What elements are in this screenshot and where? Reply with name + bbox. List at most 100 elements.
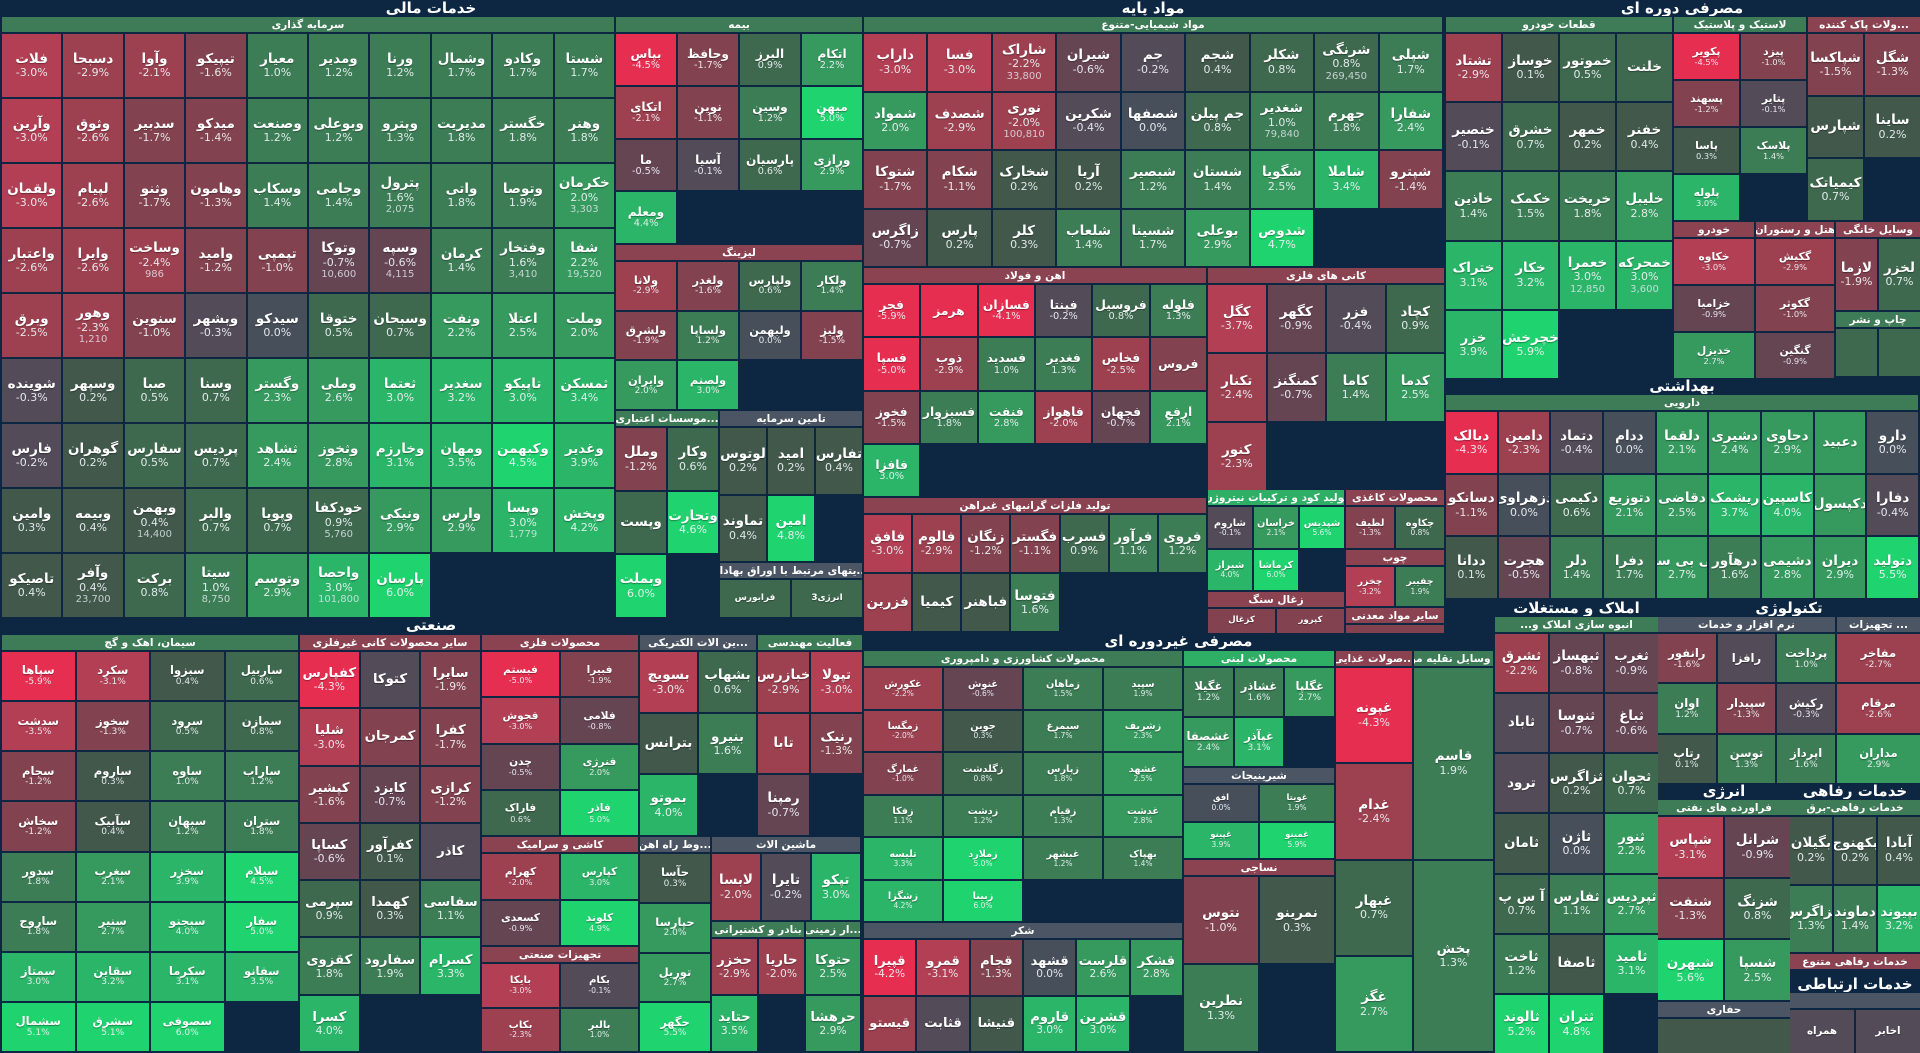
stock-tile[interactable]: بالبر 1.0% [561,1008,638,1051]
stock-tile[interactable]: قشرین 3.0% [1077,996,1129,1051]
stock-tile[interactable]: قثابت [917,996,969,1051]
stock-tile[interactable]: قپیرا -4.2% [864,940,916,995]
stock-tile[interactable]: کقزوی 1.8% [300,938,359,994]
stock-tile[interactable]: بپیوند 3.2% [1878,885,1920,952]
stock-tile[interactable]: کزغال [1208,609,1275,633]
stock-tile[interactable]: خکرمان 2.0% 3,303 [554,164,614,227]
stock-tile[interactable]: خنصیر -0.1% [1446,103,1501,171]
stock-tile[interactable]: سفاسی 1.1% [421,881,480,937]
stock-tile[interactable]: شرانل -0.9% [1725,817,1790,877]
stock-tile[interactable]: بهپاک 1.4% [1104,838,1182,879]
stock-tile[interactable]: وآفر 0.4% 23,700 [63,554,123,617]
stock-tile[interactable]: چکاوه 0.8% [1396,507,1444,548]
stock-tile[interactable]: بکام -0.1% [561,964,638,1007]
stock-tile[interactable]: تفارس 0.4% [816,428,862,494]
stock-tile[interactable]: حتوکا 2.5% [806,939,860,994]
stock-tile[interactable]: فجوش -3.0% [482,698,559,743]
stock-tile[interactable]: غپینو 3.9% [1184,822,1258,858]
stock-tile[interactable]: دبالک -4.3% [1446,412,1497,473]
stock-tile[interactable]: کفپارس -4.3% [300,652,359,708]
stock-tile[interactable]: سصوفی 6.0% [151,1002,224,1051]
stock-tile[interactable]: سمتاز 3.0% [2,952,75,1001]
stock-tile[interactable]: وشمال 1.7% [431,34,492,97]
stock-tile[interactable]: شسینا 1.7% [1121,209,1185,266]
stock-tile[interactable]: دتولید 5.5% [1867,537,1918,598]
stock-tile[interactable]: تابا [758,713,809,774]
stock-tile[interactable]: کسرام 3.3% [421,938,480,994]
stock-tile[interactable]: ولغدر -1.6% [678,262,738,310]
stock-tile[interactable]: سشرق 5.1% [76,1002,149,1051]
stock-tile[interactable]: غبشهر 1.2% [1024,838,1102,879]
stock-tile[interactable]: کگل -3.7% [1208,285,1266,352]
stock-tile[interactable]: دشیری 2.4% [1709,412,1760,473]
stock-tile[interactable]: خمحرکه 3.0% 3,600 [1617,241,1672,309]
stock-tile[interactable]: سقاین 3.2% [76,952,149,1001]
stock-tile[interactable]: کمنگنز -0.7% [1267,354,1325,421]
stock-tile[interactable]: وسنا 0.7% [186,359,246,422]
stock-tile[interactable]: ثامان [1495,814,1548,873]
stock-tile[interactable]: وبرق -2.5% [2,294,62,357]
stock-tile[interactable]: آسیا -0.1% [678,139,738,191]
stock-tile[interactable]: شبصیر 1.2% [1121,151,1185,208]
stock-tile[interactable]: شیران -0.6% [1057,34,1120,91]
stock-tile[interactable]: حاریا -2.0% [759,939,804,994]
stock-tile[interactable]: کتوکا [360,652,420,708]
stock-tile[interactable]: سرود 0.5% [151,702,224,751]
stock-tile[interactable]: خگستر 1.8% [493,99,553,162]
stock-tile[interactable]: ورازی 2.9% [802,139,862,191]
stock-tile[interactable]: حرهشا 2.9% [806,996,860,1051]
stock-tile[interactable]: فافزا 3.0% [864,444,920,496]
stock-tile[interactable]: شکلر 0.8% [1250,34,1314,91]
stock-tile[interactable]: البرز 0.9% [740,34,800,85]
stock-tile[interactable]: شوینده -0.3% [2,359,62,422]
stock-tile[interactable]: خکار 3.2% [1503,241,1558,309]
stock-tile[interactable]: سیتا 1.0% 8,750 [186,554,246,617]
stock-tile[interactable]: ساراب 1.2% [225,752,298,801]
stock-tile[interactable]: ومهان 3.5% [431,424,492,487]
stock-tile[interactable]: ولساپا 1.2% [678,311,738,360]
stock-tile[interactable]: وملل -1.2% [616,428,666,490]
stock-tile[interactable]: قلرست 2.6% [1077,940,1129,995]
stock-tile[interactable]: کفرا -1.7% [421,709,480,765]
stock-tile[interactable]: ثاصفا [1550,934,1603,993]
stock-tile[interactable]: خمهر 0.2% [1560,103,1615,171]
stock-tile[interactable]: ختراک 3.1% [1446,241,1501,309]
stock-tile[interactable]: وهور -2.3% 1,210 [63,294,123,357]
stock-tile[interactable]: خموتور 0.5% [1560,34,1615,102]
stock-tile[interactable]: فنرژی 2.0% [561,744,638,789]
stock-tile[interactable]: فخاس -2.5% [1093,338,1149,390]
stock-tile[interactable]: زشریف 2.3% [1104,710,1182,751]
stock-tile[interactable]: رتاپ 0.1% [1658,734,1716,783]
stock-tile[interactable]: وکادو 1.7% [493,34,553,97]
stock-tile[interactable]: وکار 0.6% [668,428,718,490]
stock-tile[interactable]: ثپردیس 2.7% [1605,874,1658,933]
stock-tile[interactable]: خعمرا 3.0% 12,850 [1560,241,1615,309]
stock-tile[interactable]: لوتوس 0.2% [720,428,766,494]
stock-tile[interactable]: تشتاد -2.9% [1446,34,1501,102]
stock-tile[interactable]: دعبید [1814,412,1866,473]
stock-tile[interactable]: کپارس 3.0% [561,854,638,899]
stock-tile[interactable]: سپیدار -1.3% [1717,684,1776,733]
stock-tile[interactable]: قجام -1.3% [970,940,1022,995]
stock-tile[interactable]: غنوش -0.6% [944,668,1022,709]
stock-tile[interactable]: شفارا 2.4% [1379,92,1442,149]
stock-tile[interactable]: لابسا -2.0% [712,854,760,920]
stock-tile[interactable]: زملارد 5.0% [944,838,1022,879]
stock-tile[interactable]: چخزر -3.2% [1346,567,1394,606]
stock-tile[interactable]: نطرین 1.3% [1184,965,1258,1051]
stock-tile[interactable]: امید 0.2% [768,428,814,494]
stock-tile[interactable]: کگهر -0.9% [1267,285,1325,352]
stock-tile[interactable]: فلوله 1.3% [1150,285,1206,337]
stock-tile[interactable]: کرازی -1.2% [421,766,480,822]
stock-tile[interactable]: کسعدی -0.9% [482,900,559,945]
stock-tile[interactable]: زنگان -1.2% [962,515,1010,572]
stock-tile[interactable]: کنور -2.3% [1208,423,1266,490]
stock-tile[interactable]: خدیزل 2.7% [1674,333,1754,378]
stock-tile[interactable]: سیدکو 0.0% [247,294,307,357]
stock-tile[interactable]: غدام -2.4% [1336,764,1412,859]
stock-tile[interactable]: زماهان 1.5% [1024,668,1102,709]
stock-tile[interactable]: فسبزوار 1.8% [921,391,977,443]
stock-tile[interactable]: سغدیر 3.2% [431,359,492,422]
stock-tile[interactable]: پرداخت 1.0% [1777,634,1835,683]
stock-tile[interactable]: وثنو -1.7% [124,164,185,227]
